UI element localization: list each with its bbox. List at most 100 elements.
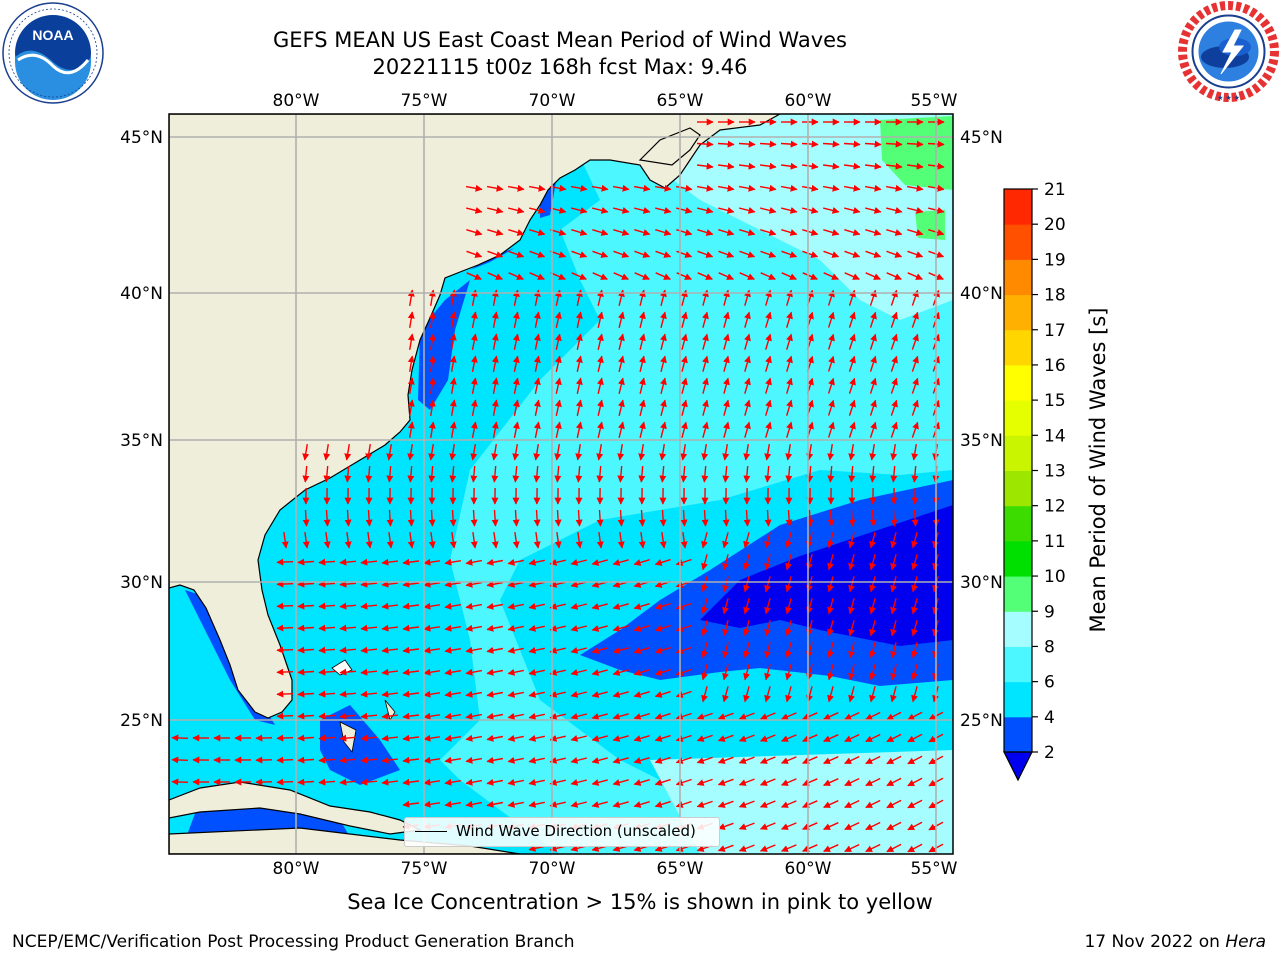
wind-wave-arrow xyxy=(827,620,834,637)
wind-wave-arrow xyxy=(743,465,751,483)
wind-wave-arrow xyxy=(886,799,902,809)
colorbar-segment xyxy=(1004,189,1032,225)
wind-wave-arrow xyxy=(529,250,546,258)
wind-wave-arrow xyxy=(760,229,777,236)
wind-wave-arrow xyxy=(365,465,373,483)
wind-wave-arrow xyxy=(869,576,876,593)
wind-wave-arrow xyxy=(529,229,546,236)
wind-wave-arrow xyxy=(886,272,902,280)
wind-wave-arrow xyxy=(402,800,419,808)
wind-wave-arrow xyxy=(743,443,751,461)
wind-wave-arrow xyxy=(570,779,587,786)
wind-wave-arrow xyxy=(465,668,483,676)
wind-wave-arrow xyxy=(660,399,667,416)
wind-wave-arrow xyxy=(675,602,692,610)
wind-wave-arrow xyxy=(507,734,524,742)
wind-wave-arrow xyxy=(848,465,856,483)
wind-wave-arrow xyxy=(638,443,646,461)
wind-wave-arrow xyxy=(717,844,734,852)
wind-wave-arrow xyxy=(907,777,923,787)
wind-wave-arrow xyxy=(491,333,499,351)
wind-wave-arrow xyxy=(360,580,378,588)
colorbar-tick-label: 6 xyxy=(1044,673,1055,693)
wind-wave-arrow xyxy=(844,162,861,170)
wind-wave-arrow xyxy=(634,229,651,236)
wind-wave-arrow xyxy=(865,250,882,258)
wind-wave-arrow xyxy=(575,465,583,483)
wind-wave-arrow xyxy=(633,603,650,610)
wind-wave-arrow xyxy=(764,576,771,593)
wind-wave-arrow xyxy=(780,140,798,148)
wind-wave-arrow xyxy=(844,229,861,236)
wind-wave-arrow xyxy=(470,532,478,549)
wind-wave-arrow xyxy=(618,377,625,394)
wind-wave-arrow xyxy=(911,311,919,328)
wind-wave-arrow xyxy=(702,355,709,372)
colorbar-tick-label: 17 xyxy=(1044,321,1066,341)
wind-wave-arrow xyxy=(554,421,562,438)
wind-wave-arrow xyxy=(738,712,755,720)
wind-wave-arrow xyxy=(402,580,419,588)
wind-wave-arrow xyxy=(848,377,856,394)
wind-wave-arrow xyxy=(592,250,609,258)
legend-label: Wind Wave Direction (unscaled) xyxy=(456,822,696,840)
wind-wave-arrow xyxy=(701,664,708,681)
wind-wave-arrow xyxy=(613,229,630,236)
wind-wave-arrow xyxy=(696,756,713,764)
wind-wave-arrow xyxy=(681,399,688,416)
wind-wave-arrow xyxy=(864,140,882,148)
wind-wave-arrow xyxy=(465,756,483,764)
wind-wave-arrow xyxy=(639,421,646,438)
wind-wave-arrow xyxy=(596,465,604,483)
wind-wave-arrow xyxy=(276,646,294,654)
wind-wave-arrow xyxy=(591,669,608,676)
wind-wave-arrow xyxy=(528,712,545,720)
wind-wave-arrow xyxy=(886,250,903,258)
wind-wave-arrow xyxy=(444,690,462,698)
wind-wave-arrow xyxy=(723,311,730,328)
wind-wave-arrow xyxy=(907,272,923,280)
wind-wave-arrow xyxy=(911,509,919,527)
wind-wave-arrow xyxy=(470,355,478,373)
wind-wave-arrow xyxy=(886,733,902,743)
lat-label-right: 45°N xyxy=(960,128,1003,148)
wind-wave-arrow xyxy=(696,800,713,808)
wind-wave-arrow xyxy=(402,646,419,654)
colorbar-segment xyxy=(1004,364,1032,401)
wind-wave-arrow xyxy=(890,664,897,681)
wind-wave-arrow xyxy=(297,668,315,676)
wind-wave-arrow xyxy=(486,712,504,720)
colorbar-segment xyxy=(1004,716,1032,753)
wind-wave-arrow xyxy=(890,399,898,416)
wind-wave-arrow xyxy=(848,509,856,527)
lat-label-left: 35°N xyxy=(120,431,163,451)
wind-wave-arrow xyxy=(890,554,897,571)
wind-wave-arrow xyxy=(827,333,835,350)
wind-wave-arrow xyxy=(491,355,499,373)
wind-wave-arrow xyxy=(612,559,629,566)
wind-wave-arrow xyxy=(449,399,457,417)
wind-wave-arrow xyxy=(339,734,357,742)
wind-wave-arrow xyxy=(570,801,587,808)
wind-wave-arrow xyxy=(466,207,483,214)
lon-label-top: 80°W xyxy=(273,91,320,111)
wind-wave-arrow xyxy=(659,532,667,549)
wind-wave-arrow xyxy=(592,229,609,236)
colorbar-tick-label: 12 xyxy=(1044,497,1066,517)
wind-wave-arrow xyxy=(381,712,398,720)
wind-wave-arrow xyxy=(381,668,398,676)
wind-wave-arrow xyxy=(722,620,729,637)
wind-wave-arrow xyxy=(407,333,415,351)
wind-wave-arrow xyxy=(911,377,919,394)
wind-wave-arrow xyxy=(570,559,587,566)
wind-wave-arrow xyxy=(701,509,709,527)
wind-wave-arrow xyxy=(634,207,651,214)
wind-wave-arrow xyxy=(760,207,777,214)
wind-wave-arrow xyxy=(276,756,294,764)
wind-wave-arrow xyxy=(465,580,483,588)
wind-wave-arrow xyxy=(806,443,814,461)
wind-wave-arrow xyxy=(639,311,646,328)
wind-wave-arrow xyxy=(444,602,462,610)
wind-wave-arrow xyxy=(911,399,919,416)
wind-wave-arrow xyxy=(554,355,562,372)
